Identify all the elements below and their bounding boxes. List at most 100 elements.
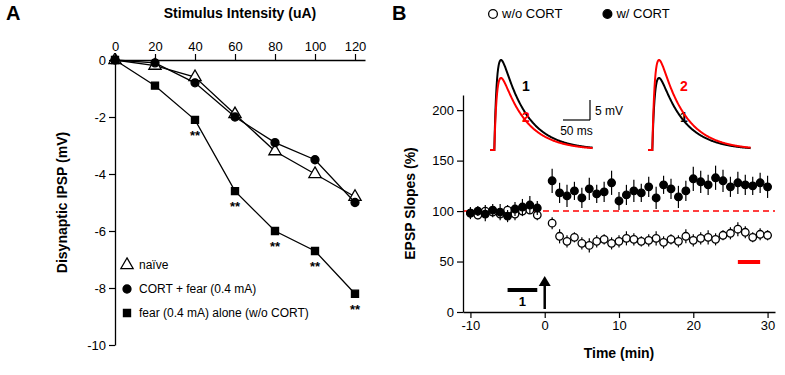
- series-points: [111, 56, 359, 206]
- legend: w/o CORTw/ CORT: [489, 6, 670, 21]
- tick: 120: [345, 39, 367, 60]
- data-point: [660, 181, 668, 189]
- data-point: [489, 206, 497, 214]
- data-point: [526, 201, 534, 209]
- legend-label: naïve: [139, 258, 169, 272]
- tick-mark: [109, 288, 115, 289]
- series-line: [115, 60, 355, 294]
- data-point: [191, 116, 198, 123]
- trace: [490, 78, 593, 150]
- data-point: [652, 235, 660, 243]
- tick-mark: [115, 54, 116, 60]
- axis-line: [116, 60, 366, 61]
- tick-label: -6: [94, 224, 106, 239]
- tick-mark: [109, 117, 115, 118]
- period-bar: [738, 260, 760, 264]
- tick: -10: [87, 338, 115, 353]
- data-point: [151, 82, 158, 89]
- tick: 30: [761, 312, 775, 333]
- data-point: [474, 207, 482, 215]
- tick: 50: [440, 254, 463, 269]
- panel: A0204060801001200-2-4-6-8-10Stimulus Int…: [6, 2, 366, 353]
- legend-marker: [489, 10, 498, 19]
- data-point: [578, 240, 586, 248]
- data-point: [578, 194, 586, 202]
- annotation: **: [190, 128, 201, 143]
- tick-mark: [155, 54, 156, 60]
- tick: -10: [462, 312, 481, 333]
- data-point: [756, 179, 764, 187]
- arrow-head: [539, 276, 551, 286]
- data-point: [749, 234, 757, 242]
- trace-label: 2: [522, 109, 530, 125]
- data-point: [563, 238, 571, 246]
- tick-label: -10: [87, 338, 106, 353]
- data-point: [764, 183, 772, 191]
- inset: 12: [648, 60, 751, 150]
- data-point: [719, 177, 727, 185]
- tick-label: 30: [761, 318, 775, 333]
- axis: 0 50 100 150 200: [432, 96, 463, 320]
- data-point: [608, 240, 616, 248]
- scale-bar-y: [589, 100, 590, 120]
- data-point: [534, 204, 542, 212]
- data-point: [586, 185, 594, 193]
- data-point: [600, 188, 608, 196]
- tick-mark: [457, 261, 463, 262]
- tick-label: 0: [99, 53, 106, 68]
- tick: 20: [148, 39, 162, 60]
- data-point: [556, 233, 564, 241]
- tick-label: 100: [305, 39, 327, 54]
- tick: 150: [432, 153, 463, 168]
- data-point: [756, 230, 764, 238]
- tick: 20: [687, 312, 701, 333]
- tick-label: 50: [440, 254, 454, 269]
- series-points: [111, 56, 358, 297]
- data-point: [645, 183, 653, 191]
- series-line: [115, 60, 355, 203]
- scale-bar: 5 mV50 ms: [560, 100, 623, 138]
- tick-mark: [315, 54, 316, 60]
- panel-label: A: [6, 2, 20, 24]
- data-point: [271, 139, 279, 147]
- data-point: [482, 210, 490, 218]
- axis: 020406080100120: [112, 39, 366, 61]
- data-point: [734, 225, 742, 233]
- tick-label: 20: [148, 39, 162, 54]
- tick: 40: [188, 39, 202, 60]
- annotation: **: [230, 199, 241, 214]
- tick-label: 0: [112, 39, 119, 54]
- data-point: [630, 187, 638, 195]
- tick-label: 100: [432, 204, 454, 219]
- tick-mark: [109, 231, 115, 232]
- data-point: [630, 236, 638, 244]
- data-point: [600, 236, 608, 244]
- legend-label: CORT + fear (0.4 mA): [139, 282, 256, 296]
- data-point: [571, 234, 579, 242]
- tick: -6: [94, 224, 115, 239]
- panel: B-100102030050100150200Time (min)EPSP Sl…: [392, 2, 776, 361]
- tick-label: 200: [432, 103, 454, 118]
- tick-label: -4: [94, 167, 106, 182]
- data-point: [271, 227, 278, 234]
- tick-label: 60: [228, 39, 242, 54]
- tick: 0: [99, 53, 115, 68]
- tick-mark: [457, 312, 463, 313]
- axis-line: [463, 96, 464, 313]
- series-line: [115, 60, 355, 197]
- tick: 200: [432, 103, 463, 118]
- tick-label: 0: [447, 305, 454, 320]
- data-point: [690, 175, 698, 183]
- tick: 0: [447, 305, 463, 320]
- data-point: [496, 208, 504, 216]
- data-point: [645, 237, 653, 245]
- data-point: [311, 156, 319, 164]
- data-point: [351, 290, 358, 297]
- tick: 0: [112, 39, 119, 60]
- tick-label: 20: [687, 318, 701, 333]
- tick-label: -8: [94, 281, 106, 296]
- data-point: [704, 234, 712, 242]
- tick-label: 150: [432, 153, 454, 168]
- tick-label: 40: [188, 39, 202, 54]
- trace-label: 2: [680, 78, 688, 94]
